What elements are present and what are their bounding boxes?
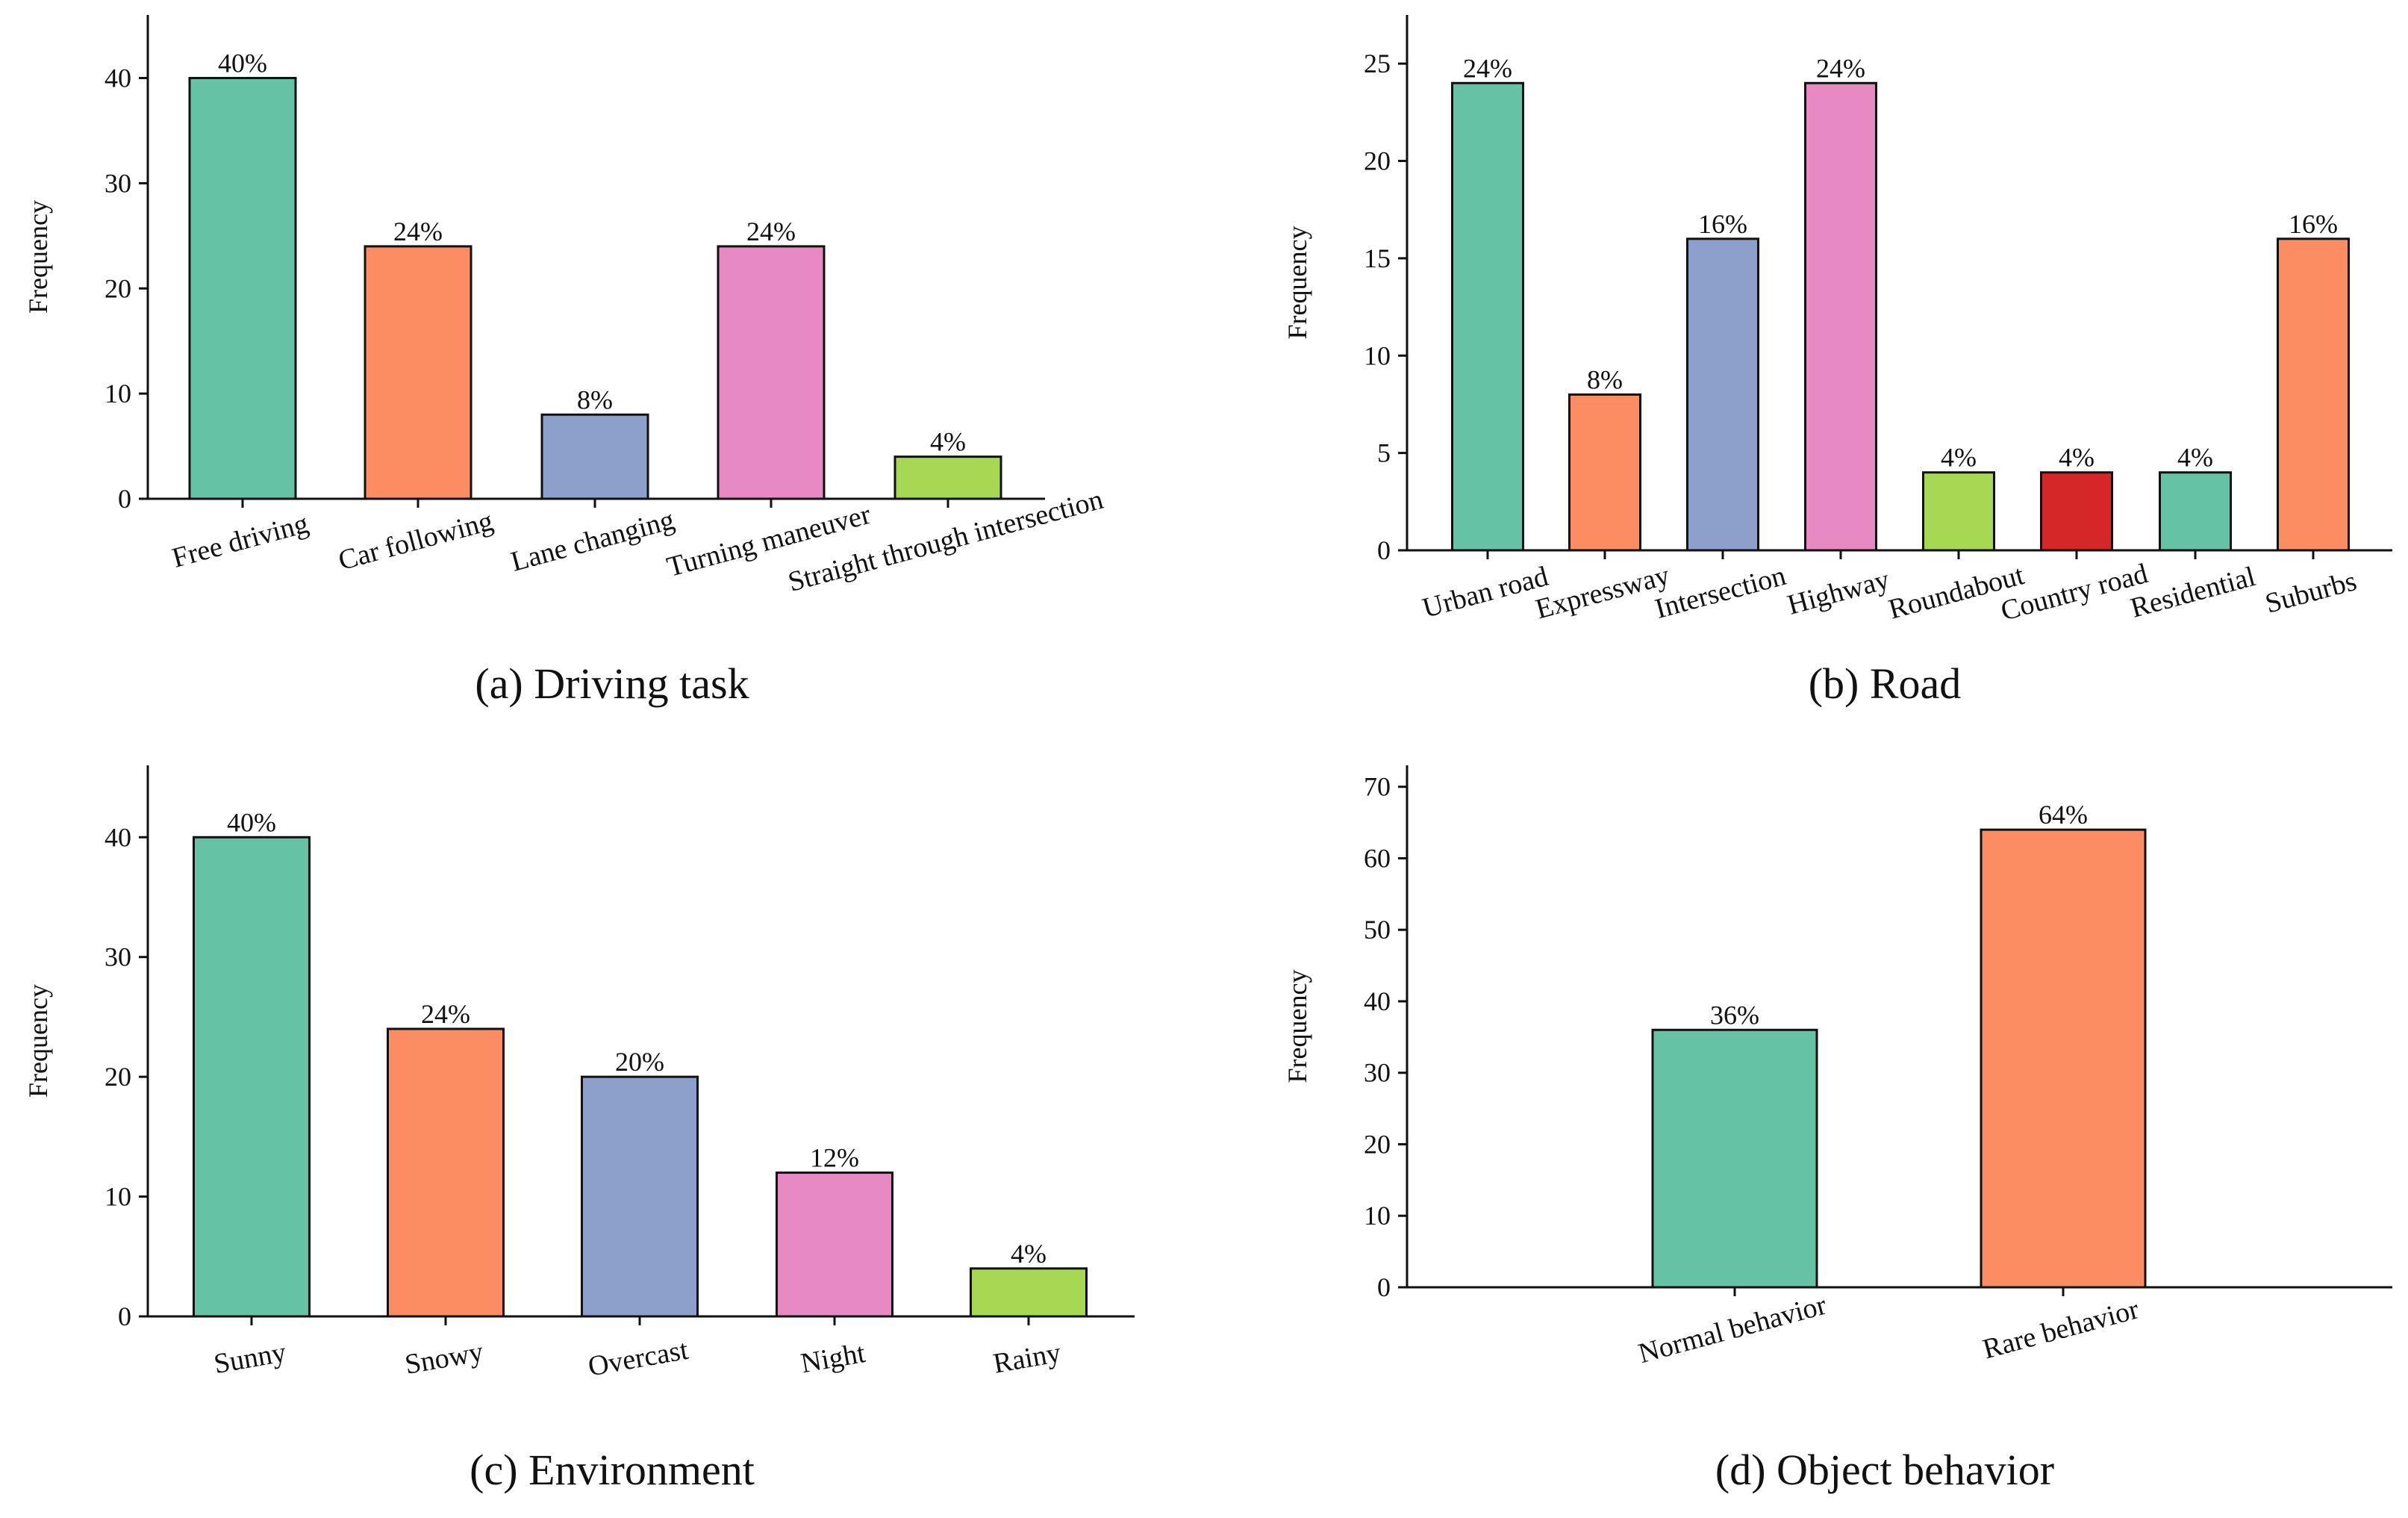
y-tick-label: 20 xyxy=(1364,1129,1391,1159)
y-axis-label: Frequency xyxy=(1282,226,1312,340)
y-tick-label: 70 xyxy=(1364,772,1391,802)
x-tick-label: Suburbs xyxy=(2262,565,2359,620)
x-tick-label: Night xyxy=(799,1337,868,1379)
x-tick-label: Normal behavior xyxy=(1635,1290,1830,1370)
y-tick-label: 10 xyxy=(1364,340,1391,370)
y-tick-label: 0 xyxy=(118,1301,131,1331)
y-tick-label: 5 xyxy=(1377,438,1391,468)
bar xyxy=(1686,237,1759,552)
y-tick-label: 0 xyxy=(1377,1272,1391,1302)
bar xyxy=(776,1171,893,1318)
bar xyxy=(2277,237,2350,552)
x-tick-label: Overcast xyxy=(586,1334,691,1383)
chart-c: 0 10 20 30 40 Frequency 40% Sunny 24% Snowy 20% Ove… xyxy=(23,765,1135,1494)
chart-caption: (d) Object behavior xyxy=(1715,1446,2054,1494)
y-tick-label: 20 xyxy=(105,1062,131,1092)
bar xyxy=(193,836,311,1318)
bar xyxy=(188,77,297,500)
chart-caption: (a) Driving task xyxy=(475,659,749,708)
bar-value-label: 24% xyxy=(1463,53,1512,83)
x-tick-label: Rare behavior xyxy=(1980,1293,2142,1365)
y-axis-label: Frequency xyxy=(23,200,53,314)
x-tick-label: Highway xyxy=(1784,564,1892,621)
bar-value-label: 36% xyxy=(1710,1000,1759,1030)
chart-caption: (b) Road xyxy=(1809,659,1962,708)
bar-value-label: 4% xyxy=(1941,443,1977,473)
bar xyxy=(1922,471,1995,552)
bar-value-label: 12% xyxy=(810,1142,859,1172)
y-tick-label: 10 xyxy=(105,379,131,408)
bar-value-label: 8% xyxy=(1587,364,1623,394)
y-tick-label: 0 xyxy=(118,484,131,514)
bar-value-label: 16% xyxy=(2289,209,2338,239)
bar xyxy=(387,1027,505,1318)
chart-caption: (c) Environment xyxy=(470,1446,755,1494)
y-axis-label: Frequency xyxy=(1282,970,1312,1083)
x-tick-label: Expressway xyxy=(1532,559,1673,625)
y-tick-label: 15 xyxy=(1364,243,1391,273)
bar-value-label: 24% xyxy=(746,217,796,246)
y-tick-label: 30 xyxy=(105,942,131,972)
bar xyxy=(1651,1028,1818,1289)
chart-a: 0 10 20 30 40 Frequency 40% Free driving 24% Car … xyxy=(23,15,1106,708)
y-tick-label: 40 xyxy=(105,63,131,93)
y-tick-label: 30 xyxy=(1364,1058,1391,1088)
bar xyxy=(1568,393,1641,552)
bar xyxy=(2159,471,2232,552)
bar-value-label: 20% xyxy=(615,1047,664,1077)
bar xyxy=(970,1267,1088,1318)
x-tick-label: Free driving xyxy=(169,508,311,574)
bar-value-label: 24% xyxy=(421,999,470,1029)
bar-value-label: 8% xyxy=(577,385,613,414)
bar-value-label: 24% xyxy=(393,217,443,246)
bar-value-label: 24% xyxy=(1816,53,1865,83)
bar-value-label: 4% xyxy=(2059,443,2094,473)
x-tick-label: Urban road xyxy=(1419,561,1551,624)
bar-value-label: 4% xyxy=(2177,443,2213,473)
bar xyxy=(2040,471,2113,552)
bar-value-label: 4% xyxy=(930,427,966,457)
bar-value-label: 40% xyxy=(227,807,276,837)
bar xyxy=(717,245,826,500)
y-tick-label: 50 xyxy=(1364,915,1391,945)
x-tick-label: Lane changing xyxy=(508,504,678,578)
bar xyxy=(1980,828,2147,1289)
y-axis-label: Frequency xyxy=(23,984,53,1098)
y-tick-label: 20 xyxy=(1364,146,1391,176)
y-tick-label: 30 xyxy=(105,168,131,198)
x-tick-label: Sunny xyxy=(211,1337,288,1380)
y-tick-label: 40 xyxy=(1364,986,1391,1016)
chart-d: 0 10 20 30 40 50 60 70 Frequency 36% Normal behavi… xyxy=(1282,765,2392,1494)
y-tick-label: 20 xyxy=(105,273,131,303)
y-tick-label: 25 xyxy=(1364,49,1391,78)
chart-b: 0 5 10 15 20 25 Frequency 24% Urban road 8% Expres… xyxy=(1282,15,2392,708)
y-tick-label: 60 xyxy=(1364,843,1391,873)
bar xyxy=(1451,81,1524,552)
x-tick-label: Straight through intersection xyxy=(785,484,1106,598)
y-tick-label: 40 xyxy=(105,822,131,852)
x-tick-label: Car following xyxy=(335,506,496,576)
y-tick-label: 10 xyxy=(105,1182,131,1212)
bar xyxy=(1804,81,1877,552)
x-tick-label: Intersection xyxy=(1652,560,1789,625)
x-tick-label: Rainy xyxy=(991,1337,1064,1380)
bar-value-label: 4% xyxy=(1011,1239,1047,1269)
bar xyxy=(540,413,649,500)
y-tick-label: 0 xyxy=(1377,535,1391,565)
x-tick-label: Residential xyxy=(2127,561,2259,624)
bar-value-label: 16% xyxy=(1698,209,1747,239)
bar xyxy=(581,1075,699,1318)
bar-value-label: 64% xyxy=(2039,800,2088,830)
bar xyxy=(364,245,472,500)
bar-value-label: 40% xyxy=(218,49,267,78)
bar xyxy=(893,455,1002,500)
y-tick-label: 10 xyxy=(1364,1201,1391,1231)
x-tick-label: Snowy xyxy=(402,1336,485,1381)
